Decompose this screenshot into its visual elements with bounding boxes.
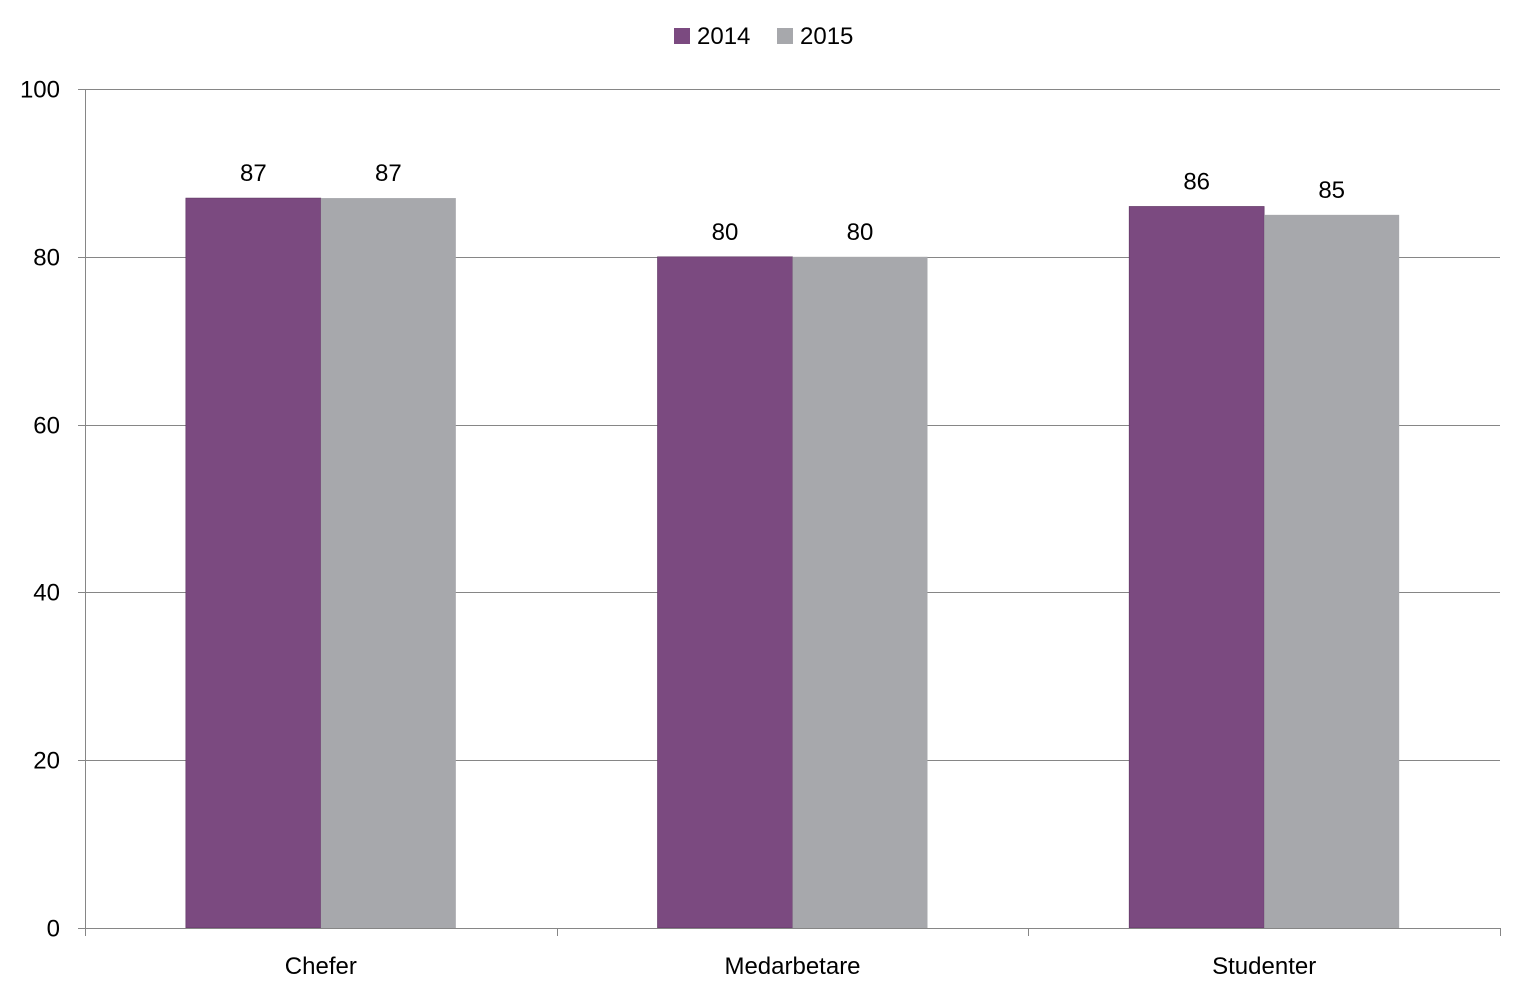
y-tick-label: 60 bbox=[33, 413, 60, 440]
bars bbox=[185, 197, 1400, 929]
bar-2014-medarbetare bbox=[657, 256, 793, 929]
x-category-label: Studenter bbox=[1212, 953, 1316, 980]
y-axis: 0 20 40 60 80 100 bbox=[20, 77, 86, 943]
data-labels: 87 87 80 80 86 85 bbox=[240, 160, 1345, 246]
x-category-label: Medarbetare bbox=[724, 953, 860, 980]
y-tick-label: 80 bbox=[33, 245, 60, 272]
bar-2015-medarbetare bbox=[792, 256, 928, 928]
data-label: 80 bbox=[847, 219, 874, 246]
data-label: 85 bbox=[1318, 177, 1345, 204]
legend-swatch-2014 bbox=[674, 28, 690, 44]
bar-2014-chefer bbox=[185, 197, 322, 929]
legend-label-2014: 2014 bbox=[697, 23, 750, 50]
legend-swatch-2015 bbox=[777, 28, 793, 44]
bar-2015-chefer bbox=[320, 198, 456, 928]
legend-label-2015: 2015 bbox=[800, 23, 853, 50]
data-label: 87 bbox=[375, 160, 402, 187]
x-axis: Chefer Medarbetare Studenter bbox=[85, 928, 1501, 980]
bar-2015-studenter bbox=[1264, 214, 1400, 929]
data-label: 87 bbox=[240, 160, 267, 187]
data-label: 86 bbox=[1183, 168, 1210, 195]
y-tick-label: 100 bbox=[20, 77, 60, 104]
legend: 2014 2015 bbox=[674, 23, 853, 50]
bar-2014-studenter bbox=[1128, 206, 1265, 929]
data-label: 80 bbox=[712, 219, 739, 246]
x-category-label: Chefer bbox=[285, 953, 357, 980]
y-tick-label: 40 bbox=[33, 580, 60, 607]
y-tick-label: 0 bbox=[47, 916, 60, 943]
y-tick-label: 20 bbox=[33, 748, 60, 775]
